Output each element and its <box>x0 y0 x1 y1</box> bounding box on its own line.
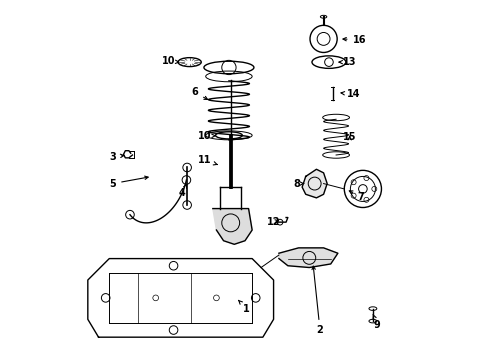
Text: 16: 16 <box>343 35 366 45</box>
Text: 13: 13 <box>339 57 356 67</box>
Text: 8: 8 <box>294 179 304 189</box>
Text: 14: 14 <box>341 89 361 99</box>
Polygon shape <box>213 208 252 244</box>
Text: 5: 5 <box>109 176 148 189</box>
Text: 9: 9 <box>373 314 381 330</box>
Text: 3: 3 <box>109 152 124 162</box>
Text: 10: 10 <box>198 131 215 141</box>
Text: 10: 10 <box>161 57 179 66</box>
Text: 7: 7 <box>349 191 365 202</box>
Text: 12: 12 <box>267 217 280 227</box>
Text: 15: 15 <box>343 132 356 142</box>
Text: 11: 11 <box>198 156 218 165</box>
Text: 4: 4 <box>179 184 187 198</box>
Text: 2: 2 <box>312 266 323 335</box>
Text: 1: 1 <box>239 300 250 314</box>
Polygon shape <box>279 248 338 267</box>
Text: 6: 6 <box>192 87 208 99</box>
Polygon shape <box>302 169 327 198</box>
